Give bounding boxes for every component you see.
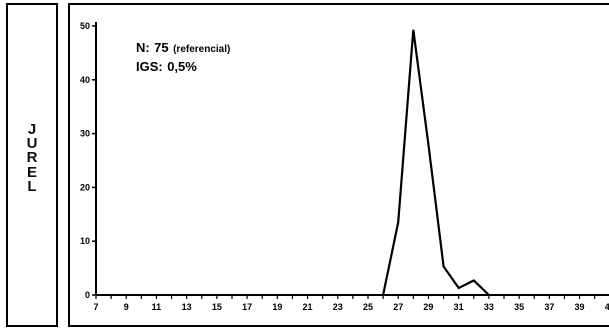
y-tick-label: 50 <box>80 21 90 31</box>
y-tick-label: 10 <box>80 236 90 246</box>
x-tick-label: 31 <box>454 302 464 312</box>
y-tick-label: 0 <box>85 290 90 300</box>
y-tick-label: 20 <box>80 182 90 192</box>
x-tick-label: 21 <box>303 302 313 312</box>
n-annotation: N: 75 (referencial) <box>136 39 230 56</box>
y-tick-label: 30 <box>80 129 90 139</box>
length-frequency-chart: 0 10 20 30 40 50 7 9 11 13 15 17 19 21 23 25 27 29 31 33 35… <box>70 5 609 329</box>
x-tick-label: 37 <box>544 302 554 312</box>
x-tick-label: 23 <box>333 302 343 312</box>
species-letter: L <box>8 180 56 194</box>
x-tick-label: 29 <box>423 302 433 312</box>
x-tick-label: 9 <box>124 302 129 312</box>
x-tick-label: 17 <box>242 302 252 312</box>
x-tick-label: 27 <box>393 302 403 312</box>
x-tick-label: 7 <box>93 302 98 312</box>
x-tick-label: 19 <box>272 302 282 312</box>
x-tick-label: 25 <box>363 302 373 312</box>
x-tick-label: 35 <box>514 302 524 312</box>
igs-annotation: IGS: 0,5% <box>136 58 197 75</box>
y-tick-label: 40 <box>80 75 90 85</box>
chart-panel: 0 10 20 30 40 50 7 9 11 13 15 17 19 21 23 25 27 29 31 33 35… <box>68 3 609 327</box>
series-line <box>383 30 489 295</box>
x-tick-label: 33 <box>484 302 494 312</box>
x-tick-label: 41 <box>605 302 609 312</box>
x-tick-label: 11 <box>152 302 162 312</box>
x-tick-label: 13 <box>182 302 192 312</box>
y-axis-ticks: 0 10 20 30 40 50 <box>80 21 96 300</box>
x-tick-label: 15 <box>212 302 222 312</box>
x-axis-ticks: 791113151719212325272931333537394143 <box>93 295 609 312</box>
x-tick-label: 39 <box>575 302 585 312</box>
